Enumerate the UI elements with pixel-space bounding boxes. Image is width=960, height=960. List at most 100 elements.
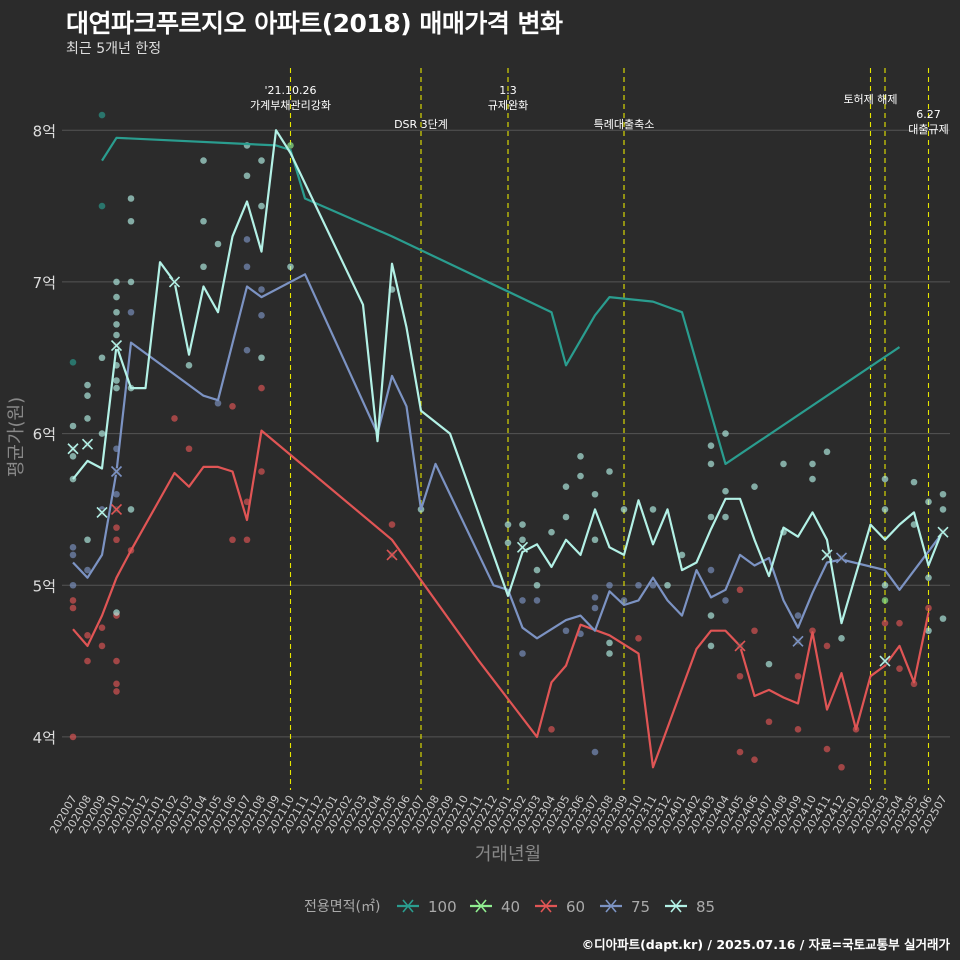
data-point <box>533 566 541 574</box>
y-tick-label: 6억 <box>33 426 56 444</box>
data-point <box>881 506 889 513</box>
legend-label: 85 <box>696 898 715 916</box>
data-point <box>664 581 671 589</box>
data-point <box>113 536 120 544</box>
data-point <box>722 597 729 604</box>
x-axis-label: 거래년월 <box>475 844 541 865</box>
legend-item: 100 <box>397 898 457 916</box>
event-label-line: 규제완화 <box>488 99 528 112</box>
data-point <box>69 604 77 612</box>
cross-lines <box>67 443 79 455</box>
cross-lines <box>879 655 891 667</box>
event-label-line: DSR 3단계 <box>394 118 448 131</box>
legend-label: 60 <box>566 898 585 916</box>
event-label: '21.10.26 가계부채관리강화 <box>250 84 331 112</box>
data-point <box>678 551 686 559</box>
data-point <box>707 566 715 574</box>
cross-marker <box>386 549 398 561</box>
data-point <box>562 627 570 635</box>
data-point <box>533 597 541 604</box>
data-point <box>69 544 77 551</box>
legend-label: 100 <box>428 898 457 916</box>
data-point <box>577 453 584 460</box>
legend-swatch-cross <box>402 899 414 913</box>
data-point <box>939 506 947 513</box>
event-label-line: 대출규제 <box>908 123 948 136</box>
data-point <box>823 745 831 753</box>
cross-lines <box>937 526 949 538</box>
data-point <box>185 445 193 453</box>
event-label-line: 6.27 <box>916 108 941 121</box>
data-point <box>809 475 816 483</box>
data-point <box>127 195 135 202</box>
cross-marker <box>110 503 123 515</box>
data-point <box>881 597 889 604</box>
data-point <box>258 311 265 319</box>
data-point <box>113 384 120 392</box>
data-point <box>113 524 120 531</box>
data-point <box>113 609 120 616</box>
data-point <box>98 111 106 119</box>
event-label: DSR 3단계 <box>394 118 448 131</box>
cross-markers <box>67 276 949 667</box>
data-point <box>113 278 120 286</box>
data-point <box>533 581 541 589</box>
event-label-line: 특례대출축소 <box>594 118 655 131</box>
data-point <box>258 468 265 475</box>
cross-marker <box>835 552 848 564</box>
legend-swatch-cross <box>670 899 682 913</box>
data-point <box>127 217 135 225</box>
data-point <box>736 748 744 756</box>
data-point <box>620 506 628 513</box>
data-point <box>881 581 889 589</box>
data-point <box>649 581 657 589</box>
data-point <box>98 624 106 632</box>
data-point <box>200 263 207 271</box>
data-point <box>591 594 599 601</box>
data-point <box>577 472 584 480</box>
data-point <box>925 498 932 506</box>
y-axis-label: 평균가(원) <box>6 397 27 477</box>
cross-marker <box>734 640 746 652</box>
cross-lines <box>110 340 123 352</box>
data-point <box>113 688 120 695</box>
event-label: 1.3 규제완화 <box>488 84 528 112</box>
data-point <box>243 536 251 544</box>
data-point <box>229 402 236 410</box>
cross-lines <box>821 549 833 561</box>
data-point <box>809 460 816 468</box>
data-point <box>896 665 903 672</box>
data-point <box>881 619 889 627</box>
data-point <box>939 490 947 498</box>
data-point <box>606 581 613 589</box>
data-point <box>896 619 903 627</box>
data-point <box>838 763 845 771</box>
data-point <box>84 536 91 544</box>
data-point <box>823 642 831 650</box>
data-point <box>722 513 729 521</box>
data-point <box>707 642 715 650</box>
data-point <box>838 635 845 642</box>
legend-label: 75 <box>631 898 650 916</box>
data-point <box>519 536 526 544</box>
cross-marker <box>792 635 804 647</box>
data-point <box>707 513 715 521</box>
data-point <box>562 513 570 521</box>
data-point <box>69 581 77 589</box>
cross-lines <box>110 465 123 478</box>
legend-swatch-cross <box>475 899 487 913</box>
data-point <box>722 430 729 437</box>
data-point <box>722 487 729 495</box>
series-lines <box>72 129 945 769</box>
data-point <box>823 448 831 456</box>
cross-lines <box>81 438 94 450</box>
data-point <box>84 415 91 422</box>
series-line <box>72 273 944 640</box>
y-tick-label: 5억 <box>33 577 56 595</box>
cross-lines <box>386 549 398 561</box>
grid-lines <box>62 129 950 738</box>
cross-marker <box>110 465 123 478</box>
data-point <box>591 490 599 498</box>
data-point <box>925 627 932 635</box>
